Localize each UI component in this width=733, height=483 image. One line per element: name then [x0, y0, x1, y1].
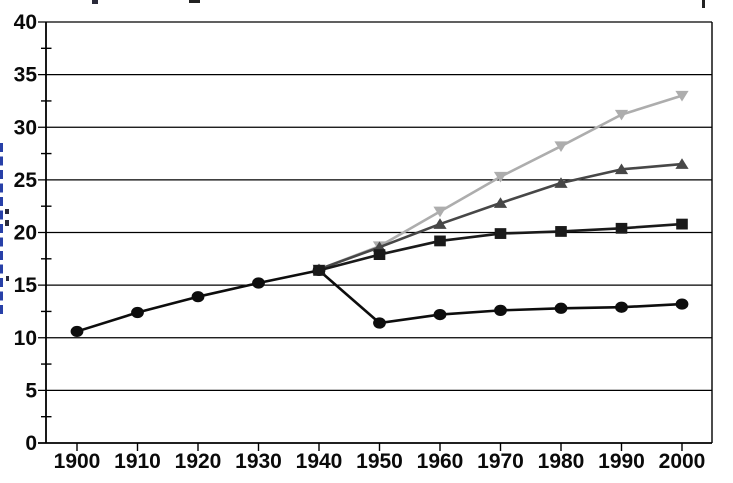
y-axis-title-fragment: [0, 278, 3, 287]
y-axis-title-fragment: [0, 224, 3, 233]
x-tick-label-1920: 1920: [175, 450, 222, 473]
series-marker-squares-black-1940: [313, 264, 325, 276]
y-axis-title-fragment: [5, 209, 9, 214]
y-tick-label-10: 10: [14, 327, 37, 350]
y-tick-label-25: 25: [14, 169, 38, 192]
series-marker-squares-black-2000: [676, 218, 688, 230]
x-tick-label-2000: 2000: [659, 450, 706, 473]
y-axis-title-fragment: [6, 276, 9, 281]
series-marker-circles-black-1950: [373, 317, 386, 329]
series-marker-triangle-up-dark-gray-1970: [493, 197, 508, 208]
y-tick-label-5: 5: [25, 379, 37, 402]
x-tick-label-1960: 1960: [417, 450, 464, 473]
y-tick-label-0: 0: [25, 432, 37, 455]
x-tick-label-1970: 1970: [477, 450, 524, 473]
x-tick-label-1910: 1910: [114, 450, 161, 473]
x-tick-label-1900: 1900: [54, 450, 101, 473]
y-axis-title-fragment: [0, 291, 3, 301]
series-marker-triangle-down-light-gray-1960: [433, 206, 447, 218]
x-tick-label-1990: 1990: [598, 450, 645, 473]
series-marker-triangle-up-dark-gray-1960: [433, 218, 447, 229]
y-axis-title-fragment: [0, 305, 3, 314]
y-axis-title-fragment: [5, 220, 9, 226]
y-axis-title-fragment: [0, 210, 3, 220]
cropped-title-fragment: [92, 0, 98, 4]
y-axis-title-fragment: [0, 183, 3, 193]
series-marker-triangle-up-dark-gray-2000: [675, 158, 689, 169]
series-marker-circles-black-1980: [554, 302, 568, 314]
y-tick-label-15: 15: [14, 274, 38, 297]
series-marker-circles-black-1930: [252, 277, 265, 289]
series-marker-squares-black-1950: [373, 249, 386, 261]
series-marker-triangle-down-light-gray-2000: [675, 90, 689, 102]
x-tick-label-1930: 1930: [235, 450, 282, 473]
y-axis-title-fragment: [0, 237, 3, 247]
y-axis-title-fragment: [0, 264, 3, 274]
y-axis-title-fragment: [0, 197, 3, 206]
series-marker-circles-black-2000: [675, 298, 689, 310]
y-axis-title-fragment: [0, 170, 3, 179]
y-axis-title-fragment: [0, 156, 3, 166]
y-axis-title-fragment: [0, 143, 3, 152]
x-tick-label-1940: 1940: [296, 450, 343, 473]
series-marker-squares-black-1990: [615, 222, 628, 234]
y-tick-label-40: 40: [14, 11, 37, 34]
series-marker-triangle-down-light-gray-1970: [493, 171, 508, 183]
series-marker-squares-black-1970: [494, 228, 507, 239]
cropped-title-fragment: [702, 0, 705, 8]
series-marker-triangle-up-dark-gray-1980: [554, 177, 568, 188]
series-marker-circles-black-1910: [131, 306, 144, 319]
series-marker-triangle-up-dark-gray-1990: [614, 163, 629, 175]
x-tick-label-1980: 1980: [538, 450, 585, 473]
y-tick-label-30: 30: [14, 116, 37, 139]
series-marker-squares-black-1960: [434, 235, 446, 247]
y-tick-label-20: 20: [14, 222, 37, 245]
series-marker-circles-black-1990: [615, 301, 628, 313]
series-marker-triangle-down-light-gray-1980: [554, 141, 568, 152]
series-marker-circles-black-1960: [433, 308, 447, 321]
series-marker-circles-black-1900: [70, 325, 84, 338]
series-marker-circles-black-1970: [494, 304, 507, 316]
series-marker-squares-black-1980: [555, 226, 567, 237]
series-marker-triangle-down-light-gray-1990: [614, 109, 629, 121]
x-tick-label-1950: 1950: [356, 450, 403, 473]
y-axis-title-fragment: [0, 251, 3, 260]
series-marker-circles-black-1920: [191, 291, 205, 303]
cropped-title-fragment: [189, 0, 200, 3]
y-tick-label-35: 35: [14, 64, 38, 87]
